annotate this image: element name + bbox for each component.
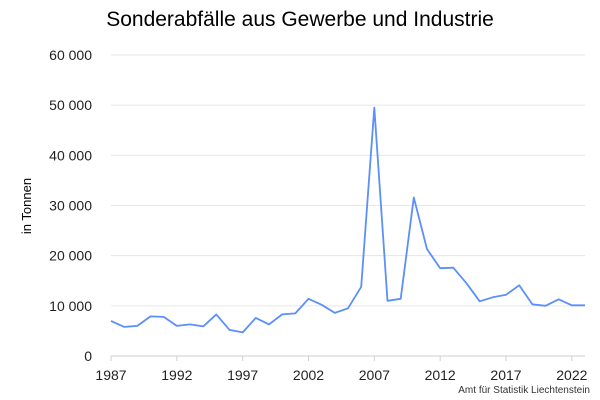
x-tick-label: 1997 [227,367,258,383]
x-tick-labels: 1987 1992 1997 2002 2007 2012 2017 2022 [95,356,588,383]
y-tick-label: 10 000 [49,298,92,314]
x-tick-label: 2022 [556,367,587,383]
x-tick-label: 2012 [425,367,456,383]
y-tick-label: 0 [84,348,92,364]
y-tick-label: 40 000 [49,147,92,163]
y-tick-label: 30 000 [49,198,92,214]
y-tick-label: 50 000 [49,97,92,113]
y-tick-label: 60 000 [49,47,92,63]
x-tick-label: 2007 [359,367,390,383]
grid-lines [111,54,585,357]
x-tick-label: 2002 [293,367,324,383]
x-tick-label: 1987 [95,367,126,383]
x-tick-label: 2017 [490,367,521,383]
y-tick-label: 20 000 [49,248,92,264]
chart-title: Sonderabfälle aus Gewerbe und Industrie [106,8,494,31]
x-tick-label: 1992 [161,367,192,383]
series-line [110,106,585,334]
y-tick-labels: 0 10 000 20 000 30 000 40 000 50 000 60 000 [49,47,92,364]
y-axis-label: in Tonnen [19,178,34,234]
source-credit: Amt für Statistik Liechtenstein [458,385,590,396]
